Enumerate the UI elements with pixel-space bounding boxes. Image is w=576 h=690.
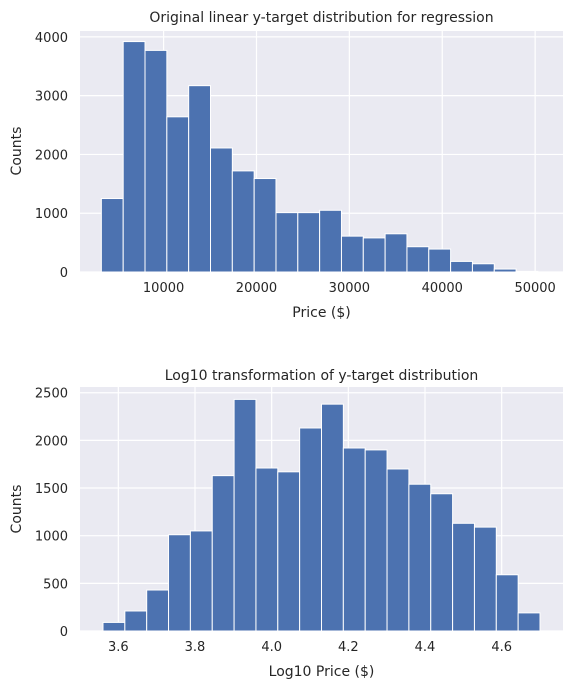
chart-1: 10000 20000 30000 40000 50000 0 1000 2000 3000 4… xyxy=(9,10,563,321)
y-tick-label: 1500 xyxy=(35,482,68,497)
chart-2-title: Log10 transformation of y-target distrib… xyxy=(165,368,479,384)
histogram-bar xyxy=(362,237,386,273)
chart-1-title: Original linear y-target distribution fo… xyxy=(149,10,493,26)
histogram-bar xyxy=(297,212,321,273)
x-tick-label: 10000 xyxy=(143,281,184,296)
y-tick-label: 3000 xyxy=(35,90,68,105)
chart-1-y-axis-label: Counts xyxy=(9,127,25,176)
histogram-bar xyxy=(430,493,454,632)
histogram-bar xyxy=(495,574,519,632)
histogram-bar xyxy=(450,260,473,273)
x-tick-label: 50000 xyxy=(514,281,555,296)
histogram-bar xyxy=(210,147,233,273)
histogram-bar xyxy=(122,41,146,273)
histogram-bar xyxy=(124,610,148,632)
y-tick-label: 1000 xyxy=(35,207,68,222)
histogram-bar xyxy=(231,170,255,273)
histogram-bar xyxy=(166,116,190,273)
x-tick-label: 40000 xyxy=(422,281,463,296)
chart-2-y-axis-label: Counts xyxy=(9,485,25,534)
x-tick-label: 3.8 xyxy=(185,640,206,655)
histogram-bar xyxy=(452,522,475,632)
y-tick-label: 1000 xyxy=(35,530,68,545)
histogram-bar xyxy=(321,403,344,632)
histogram-bar xyxy=(146,589,170,632)
histogram-bar xyxy=(319,209,342,273)
histogram-bar xyxy=(428,248,452,273)
chart-1-bars xyxy=(100,41,539,273)
histogram-bar xyxy=(364,449,388,632)
chart-1-x-tick-labels: 10000 20000 30000 40000 50000 xyxy=(143,281,556,296)
y-tick-label: 0 xyxy=(60,266,68,281)
histogram-bar xyxy=(340,235,364,273)
histogram-bar xyxy=(255,467,279,632)
x-tick-label: 4.4 xyxy=(415,640,436,655)
histogram-bar xyxy=(277,471,301,632)
histogram-bar xyxy=(386,468,410,632)
histogram-bar xyxy=(493,268,517,273)
histogram-bar xyxy=(144,49,168,273)
chart-2-x-axis-label: Log10 Price ($) xyxy=(269,664,375,680)
chart-2: 3.6 3.8 4.0 4.2 4.4 4.6 05001000150020002500 … xyxy=(9,368,563,680)
y-tick-label: 0 xyxy=(60,625,68,640)
histogram-bar xyxy=(168,534,191,632)
histogram-bar xyxy=(275,212,299,273)
histogram-bar xyxy=(473,526,497,632)
histogram-bar xyxy=(515,270,539,273)
x-tick-label: 4.2 xyxy=(338,640,359,655)
histogram-bar xyxy=(384,233,408,273)
histogram-bar xyxy=(253,178,277,273)
y-tick-label: 4000 xyxy=(35,31,68,46)
histogram-bar xyxy=(299,427,322,632)
y-tick-label: 2000 xyxy=(35,434,68,449)
histogram-bar xyxy=(342,447,366,632)
histogram-bar xyxy=(471,263,495,273)
histogram-bar xyxy=(233,398,257,632)
histogram-bar xyxy=(188,85,212,273)
chart-2-bars xyxy=(102,398,541,632)
chart-1-y-tick-labels: 0 1000 2000 3000 4000 xyxy=(35,31,68,281)
x-tick-label: 20000 xyxy=(236,281,277,296)
histogram-bar xyxy=(100,198,124,273)
histogram-bar xyxy=(102,621,126,632)
y-tick-label: 2500 xyxy=(35,387,68,402)
y-tick-label: 2000 xyxy=(35,148,68,163)
histogram-bar xyxy=(517,612,541,632)
x-tick-label: 3.6 xyxy=(108,640,129,655)
histogram-bar xyxy=(408,483,432,632)
histogram-bar xyxy=(189,530,213,632)
chart-1-x-axis-label: Price ($) xyxy=(292,305,350,321)
x-tick-label: 4.6 xyxy=(491,640,512,655)
x-tick-label: 30000 xyxy=(329,281,370,296)
y-tick-label: 500 xyxy=(43,577,68,592)
x-tick-label: 4.0 xyxy=(261,640,282,655)
histogram-bar xyxy=(406,246,430,273)
chart-2-x-tick-labels: 3.6 3.8 4.0 4.2 4.4 4.6 xyxy=(108,640,512,655)
histogram-bar xyxy=(211,475,235,632)
chart-2-y-tick-labels: 0 500 1000 1500 2000 2500 xyxy=(35,387,68,640)
